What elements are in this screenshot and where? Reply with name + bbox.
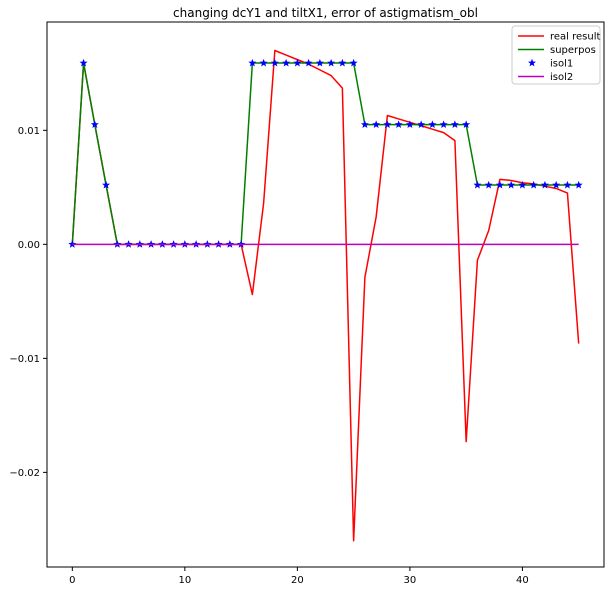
x-axis: 0 10 20 30 40	[69, 567, 529, 586]
legend-box	[511, 25, 601, 85]
point-isol1	[495, 180, 504, 189]
point-isol1	[462, 120, 471, 129]
point-isol1	[327, 58, 336, 67]
x-tick-label: 30	[404, 575, 417, 586]
point-isol1	[315, 58, 324, 67]
point-isol1	[405, 120, 414, 129]
y-axis: −0.02 −0.01 0.00 0.01	[9, 126, 47, 479]
point-isol1	[349, 58, 358, 67]
point-isol1	[450, 120, 459, 129]
y-tick-label: 0.00	[18, 240, 40, 251]
y-tick-label: −0.01	[9, 354, 40, 365]
point-isol1	[529, 180, 538, 189]
point-isol1	[574, 180, 583, 189]
point-isol1	[563, 180, 572, 189]
point-isol1	[417, 120, 426, 129]
chart-title: changing dcY1 and tiltX1, error of astig…	[173, 6, 478, 20]
point-isol1	[484, 180, 493, 189]
point-isol1	[552, 180, 561, 189]
point-isol1	[259, 58, 268, 67]
point-isol1	[282, 58, 291, 67]
point-isol1	[338, 58, 347, 67]
legend-label-real-result: real result	[550, 32, 600, 43]
point-isol1	[79, 58, 88, 67]
point-isol1	[102, 180, 111, 189]
point-isol1	[304, 58, 313, 67]
x-tick-label: 40	[516, 575, 529, 586]
point-isol1	[439, 120, 448, 129]
legend-label-isol1: isol1	[550, 59, 573, 70]
point-isol1	[360, 120, 369, 129]
x-tick-label: 20	[291, 575, 304, 586]
plot-frame	[46, 21, 605, 568]
legend-label-superpos: superpos	[550, 45, 596, 56]
point-isol1	[428, 120, 437, 129]
point-isol1	[68, 240, 77, 248]
x-tick-label: 0	[69, 575, 75, 586]
point-isol1	[383, 120, 392, 129]
x-tick-label: 10	[178, 575, 191, 586]
point-isol1	[473, 180, 482, 189]
y-tick-label: 0.01	[18, 126, 40, 137]
point-isol1	[372, 120, 381, 129]
point-isol1	[90, 120, 99, 129]
legend: real result superpos isol1 isol2	[511, 25, 601, 85]
point-isol1	[394, 120, 403, 129]
point-isol1	[507, 180, 516, 189]
y-tick-label: −0.02	[9, 468, 40, 479]
point-isol1	[293, 58, 302, 67]
point-isol1	[270, 58, 279, 67]
legend-marker-isol1	[528, 58, 536, 67]
plot-area	[68, 49, 583, 542]
point-isol1	[540, 180, 549, 189]
point-isol1	[248, 58, 257, 67]
legend-label-isol2: isol2	[550, 72, 573, 83]
point-isol1	[518, 180, 527, 189]
